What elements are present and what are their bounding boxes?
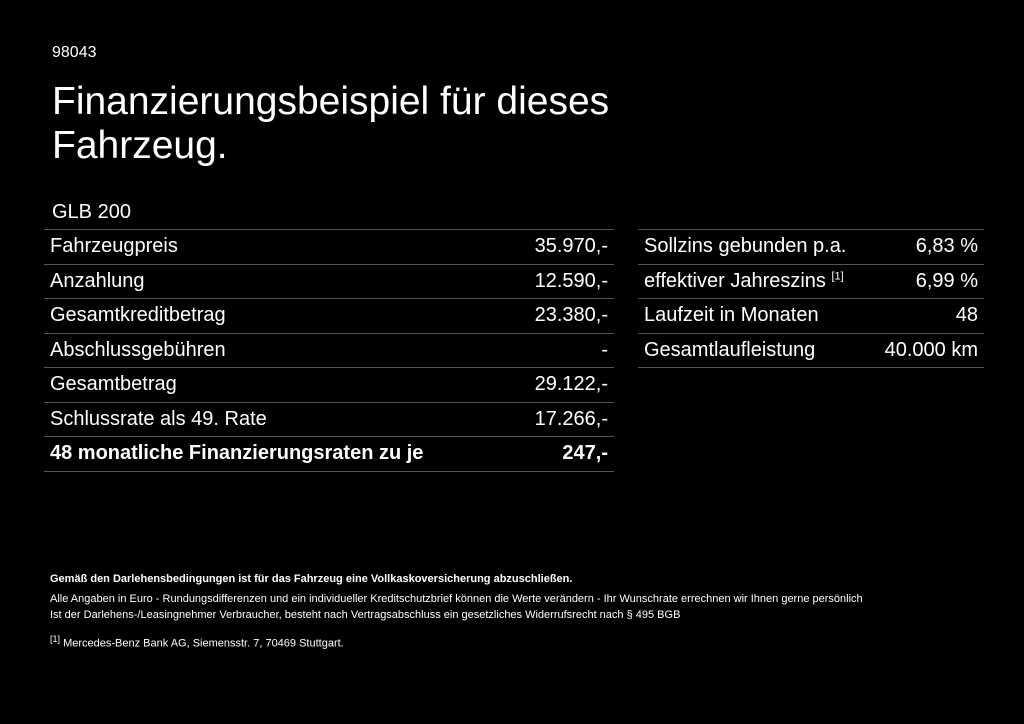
row: Gesamtkreditbetrag 23.380,- <box>44 298 614 334</box>
left-table: Fahrzeugpreis 35.970,- Anzahlung 12.590,- Ge… <box>44 229 614 472</box>
note-bold: Gemäß den Darlehensbedingungen ist für d… <box>50 573 573 585</box>
footnote-text: Mercedes-Benz Bank AG, Siemensstr. 7, 70… <box>63 637 344 650</box>
row: 48 monatliche Finanzierungsraten zu je 24… <box>44 436 614 472</box>
footnote-ref: [1] <box>50 634 61 644</box>
label: Gesamtlaufleistung <box>644 338 816 361</box>
row: Abschlussgebühren - <box>44 333 614 368</box>
footnote-ref: [1] <box>831 270 844 283</box>
code: 98043 <box>52 44 97 61</box>
row-label: Schlussrate als 49. Rate <box>44 402 511 437</box>
note-line: Ist der Darlehens-/Leasingnehmer Verbrau… <box>50 609 681 621</box>
footnote: [1] Mercedes-Benz Bank AG, Siemensstr. 7… <box>50 631 863 652</box>
row-value: 6,99 % <box>869 264 984 299</box>
notes: Gemäß den Darlehensbedingungen ist für d… <box>50 571 863 652</box>
row-label: Sollzins gebunden p.a. <box>638 229 870 265</box>
label: Anzahlung <box>50 269 145 292</box>
row: Sollzins gebunden p.a. 6,83 % <box>638 229 984 265</box>
row-label: Laufzeit in Monaten <box>638 298 870 334</box>
row-value: 23.380,- <box>510 298 614 334</box>
row: Gesamtlaufleistung 40.000 km <box>638 333 984 368</box>
row-label: Gesamtlaufleistung <box>638 333 870 368</box>
label: Abschlussgebühren <box>50 338 226 361</box>
row-label: Fahrzeugpreis <box>44 229 511 265</box>
label: Schlussrate als 49. Rate <box>50 407 267 430</box>
note-line: Alle Angaben in Euro - Rundungsdifferenz… <box>50 593 863 605</box>
label: 48 monatliche Finanzierungsraten zu je <box>50 442 424 465</box>
row-label: 48 monatliche Finanzierungsraten zu je <box>44 436 511 472</box>
row-label: Gesamtkreditbetrag <box>44 298 511 334</box>
row-label: Abschlussgebühren <box>44 333 511 368</box>
row-value: 29.122,- <box>510 367 614 403</box>
row-value: - <box>510 333 614 368</box>
row: Gesamtbetrag 29.122,- <box>44 367 614 403</box>
row: Fahrzeugpreis 35.970,- <box>44 229 614 265</box>
row: Laufzeit in Monaten 48 <box>638 298 984 334</box>
label: Gesamtbetrag <box>50 373 177 396</box>
row: effektiver Jahreszins [1] 6,99 % <box>638 264 984 299</box>
row-value: 17.266,- <box>510 402 614 437</box>
label: Fahrzeugpreis <box>50 235 178 258</box>
row-value: 48 <box>869 298 984 334</box>
row-value: 40.000 km <box>869 333 984 368</box>
label: Gesamtkreditbetrag <box>50 304 226 327</box>
row-value: 6,83 % <box>869 229 984 265</box>
row: Anzahlung 12.590,- <box>44 264 614 299</box>
right-table: Sollzins gebunden p.a. 6,83 % effektiver J… <box>638 229 984 368</box>
row: Schlussrate als 49. Rate 17.266,- <box>44 402 614 437</box>
label: Sollzins gebunden p.a. <box>644 235 847 258</box>
row-label: Gesamtbetrag <box>44 367 511 403</box>
row-value: 35.970,- <box>510 229 614 265</box>
label: Laufzeit in Monaten <box>644 304 819 327</box>
title: Finanzierungsbeispiel für dieses Fahrzeu… <box>52 80 610 167</box>
row-label: Anzahlung <box>44 264 511 299</box>
row-value: 247,- <box>510 436 614 472</box>
model: GLB 200 <box>52 201 131 223</box>
row-label: effektiver Jahreszins [1] <box>638 264 870 299</box>
row-value: 12.590,- <box>510 264 614 299</box>
label: effektiver Jahreszins <box>644 269 826 292</box>
